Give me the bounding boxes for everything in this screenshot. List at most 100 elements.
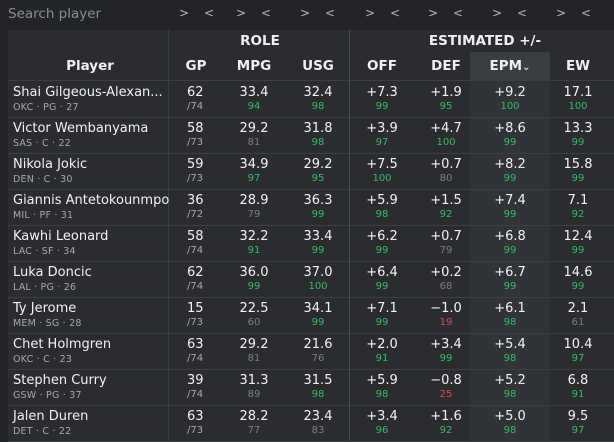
games-total: /73 xyxy=(187,317,204,328)
mpg-value: 22.5 xyxy=(239,301,269,316)
mpg-value: 31.3 xyxy=(239,373,269,388)
player-name[interactable]: Stephen Curry xyxy=(13,373,107,388)
column-header-gp[interactable]: GP xyxy=(185,58,207,74)
games-played: 15 xyxy=(187,301,204,316)
scroll-left-icon[interactable]: < xyxy=(390,6,401,20)
epm-percentile: 98 xyxy=(503,389,517,400)
table-row[interactable]: Shai Gilgeous-Alexan... OKC · PG · 27 62/7… xyxy=(0,82,614,118)
table-row[interactable]: Stephen Curry GSW · PG · 37 39/74 31.3 89 31.… xyxy=(0,370,614,406)
mpg-percentile: 89 xyxy=(247,389,261,400)
column-header-epm[interactable]: EPM⌄ xyxy=(480,58,540,74)
scroll-right-icon[interactable]: > xyxy=(556,6,567,20)
epm-percentile: 98 xyxy=(503,425,517,436)
player-name[interactable]: Jalen Duren xyxy=(13,409,89,424)
def-percentile: 68 xyxy=(439,281,453,292)
off-value: +6.4 xyxy=(366,265,398,280)
def-percentile: 19 xyxy=(439,317,453,328)
ew-percentile: 99 xyxy=(571,245,585,256)
column-header-epm-label: EPM xyxy=(489,58,523,74)
scroll-right-icon[interactable]: > xyxy=(179,6,190,20)
off-percentile: 99 xyxy=(375,317,389,328)
ew-value: 12.4 xyxy=(563,229,593,244)
epm-value: +9.2 xyxy=(494,85,526,100)
scroll-right-icon[interactable]: > xyxy=(492,6,503,20)
games-played: 62 xyxy=(187,265,204,280)
table-row[interactable]: Luka Doncic LAL · PG · 26 62/74 36.0 99 37.0 1… xyxy=(0,262,614,298)
row-divider xyxy=(8,405,614,406)
group-header-estimated: ESTIMATED +/- xyxy=(428,33,542,49)
off-value: +7.1 xyxy=(366,301,398,316)
player-meta: GSW · PG · 37 xyxy=(13,390,82,401)
off-value: +3.4 xyxy=(366,409,398,424)
player-name[interactable]: Nikola Jokic xyxy=(13,157,88,172)
column-header-usg[interactable]: USG xyxy=(302,58,334,74)
def-value: +0.2 xyxy=(430,265,462,280)
player-meta: OKC · C · 23 xyxy=(13,354,73,365)
off-percentile: 99 xyxy=(375,245,389,256)
def-value: +3.4 xyxy=(430,337,462,352)
games-total: /72 xyxy=(187,209,204,220)
row-divider xyxy=(8,225,614,226)
epm-percentile: 98 xyxy=(503,317,517,328)
usg-percentile: 95 xyxy=(311,173,325,184)
def-value: −1.0 xyxy=(430,301,462,316)
column-header-ew[interactable]: EW xyxy=(565,58,591,74)
mpg-value: 28.2 xyxy=(239,409,269,424)
scroll-left-icon[interactable]: < xyxy=(581,6,592,20)
scroll-right-icon[interactable]: > xyxy=(300,6,311,20)
epm-value: +5.2 xyxy=(494,373,526,388)
player-name[interactable]: Victor Wembanyama xyxy=(13,121,149,136)
search-input[interactable] xyxy=(8,4,158,24)
scroll-left-icon[interactable]: < xyxy=(204,6,215,20)
table-row[interactable]: Chet Holmgren OKC · C · 23 63/74 29.2 81 21.6… xyxy=(0,334,614,370)
mpg-percentile: 77 xyxy=(247,425,261,436)
usg-percentile: 98 xyxy=(311,137,325,148)
table-row[interactable]: Nikola Jokic DEN · C · 30 59/73 34.9 97 29.2 9… xyxy=(0,154,614,190)
scroll-right-icon[interactable]: > xyxy=(236,6,247,20)
epm-percentile: 99 xyxy=(503,245,517,256)
table-row[interactable]: Kawhi Leonard LAC · SF · 34 58/74 32.2 91 33.… xyxy=(0,226,614,262)
scroll-right-icon[interactable]: > xyxy=(428,6,439,20)
epm-percentile: 99 xyxy=(503,137,517,148)
epm-value: +7.4 xyxy=(494,193,526,208)
mpg-percentile: 79 xyxy=(247,209,261,220)
scroll-left-icon[interactable]: < xyxy=(453,6,464,20)
mpg-percentile: 99 xyxy=(247,281,261,292)
usg-value: 29.2 xyxy=(303,157,333,172)
mpg-value: 28.9 xyxy=(239,193,269,208)
scroll-right-icon[interactable]: > xyxy=(365,6,376,20)
mpg-value: 29.2 xyxy=(239,121,269,136)
scroll-left-icon[interactable]: < xyxy=(261,6,272,20)
def-percentile: 79 xyxy=(439,245,453,256)
player-name[interactable]: Kawhi Leonard xyxy=(13,229,109,244)
table-row[interactable]: Ty Jerome MEM · SG · 28 15/73 22.5 60 34.1 99 +… xyxy=(0,298,614,334)
player-name[interactable]: Ty Jerome xyxy=(13,301,77,316)
games-played: 59 xyxy=(187,157,204,172)
scroll-left-icon[interactable]: < xyxy=(517,6,528,20)
table-row[interactable]: Jalen Duren DET · C · 22 63/73 28.2 77 23.4 83… xyxy=(0,406,614,442)
scroll-left-icon[interactable]: < xyxy=(325,6,336,20)
def-value: +0.7 xyxy=(430,229,462,244)
off-percentile: 99 xyxy=(375,281,389,292)
ew-value: 9.5 xyxy=(567,409,589,424)
usg-value: 33.4 xyxy=(303,229,333,244)
row-divider xyxy=(8,189,614,190)
ew-value: 13.3 xyxy=(563,121,593,136)
player-name[interactable]: Giannis Antetokounmpo xyxy=(13,193,170,208)
ew-value: 2.1 xyxy=(567,301,589,316)
table-row[interactable]: Victor Wembanyama SAS · C · 22 58/73 29.2 81… xyxy=(0,118,614,154)
epm-percentile: 99 xyxy=(503,173,517,184)
player-name[interactable]: Luka Doncic xyxy=(13,265,92,280)
column-header-player[interactable]: Player xyxy=(66,58,114,74)
games-played: 58 xyxy=(187,121,204,136)
epm-percentile: 99 xyxy=(503,209,517,220)
column-header-off[interactable]: OFF xyxy=(367,58,397,74)
ew-value: 6.8 xyxy=(567,373,589,388)
table-row[interactable]: Giannis Antetokounmpo MIL · PF · 31 36/72 2… xyxy=(0,190,614,226)
column-header-mpg[interactable]: MPG xyxy=(236,58,272,74)
player-name[interactable]: Chet Holmgren xyxy=(13,337,112,352)
games-total: /73 xyxy=(187,173,204,184)
player-name[interactable]: Shai Gilgeous-Alexan... xyxy=(13,85,163,100)
column-header-def[interactable]: DEF xyxy=(431,58,461,74)
row-divider xyxy=(8,297,614,298)
